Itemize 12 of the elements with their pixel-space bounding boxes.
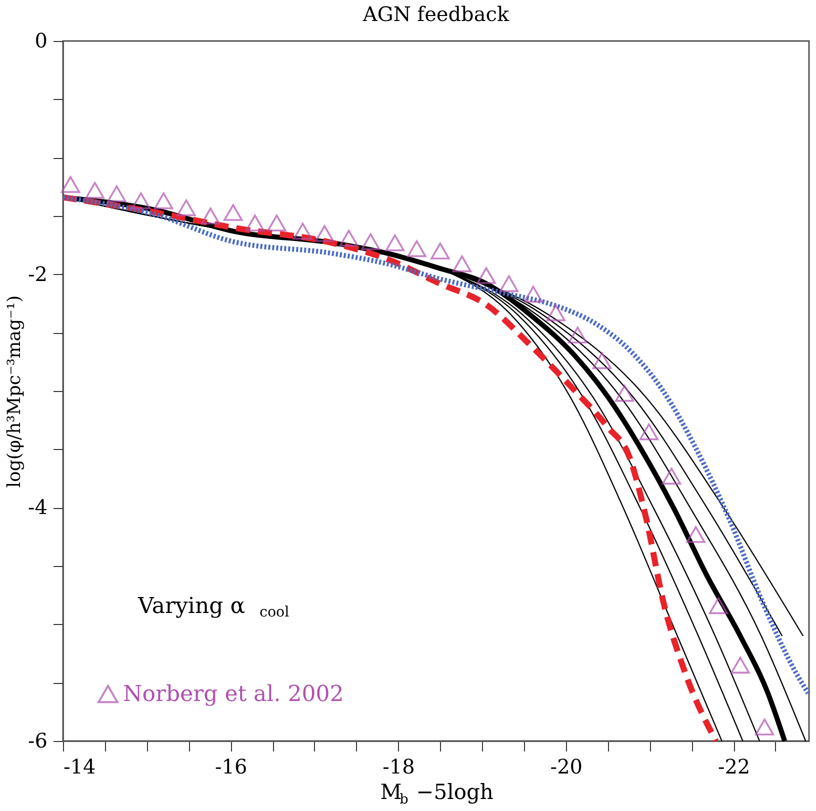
x-tick-label: -20: [550, 754, 583, 778]
x-tick-label: -22: [718, 754, 750, 778]
legend-label: Norberg et al. 2002: [123, 682, 344, 707]
chart-title: AGN feedback: [362, 2, 510, 26]
y-axis-title: log(φ/h³Mpc⁻³mag⁻¹): [4, 295, 26, 488]
y-tick-label: -4: [28, 495, 48, 520]
x-tick-label: -14: [64, 754, 96, 778]
y-tick-label: -2: [28, 262, 48, 286]
y-tick-label: 0: [34, 28, 48, 52]
y-tick-label: -6: [28, 728, 48, 752]
x-tick-label: -16: [215, 754, 248, 778]
x-tick-label: -18: [382, 754, 415, 778]
